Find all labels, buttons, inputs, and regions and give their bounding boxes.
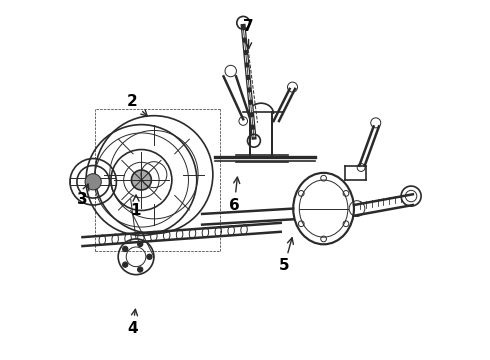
Text: 7: 7 [243,19,254,49]
Circle shape [138,242,143,247]
Text: 3: 3 [77,184,89,207]
FancyBboxPatch shape [70,178,117,185]
Text: 4: 4 [127,309,138,336]
Text: 5: 5 [279,238,294,273]
Circle shape [85,174,101,190]
Circle shape [122,247,128,251]
Circle shape [147,254,152,259]
Circle shape [131,170,151,190]
Circle shape [138,267,143,272]
Text: 6: 6 [229,177,240,212]
Text: 2: 2 [127,94,147,116]
Text: 1: 1 [131,195,141,218]
Circle shape [122,262,128,267]
